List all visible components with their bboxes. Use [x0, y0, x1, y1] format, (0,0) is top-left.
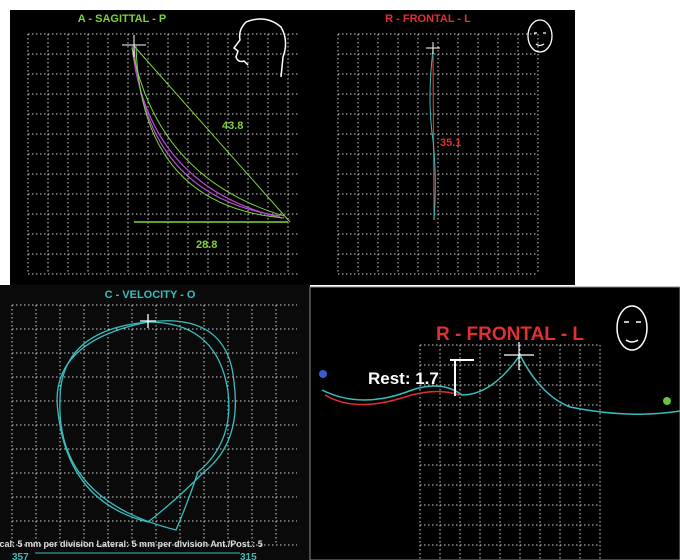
top-background [10, 10, 575, 285]
sagittal-traces [122, 35, 291, 223]
face-icon [616, 305, 648, 351]
value-label: 357 [12, 552, 29, 560]
panel-title: A - SAGITTAL - P [78, 13, 166, 25]
sagittal-grid [27, 33, 298, 275]
frontal-grid [337, 33, 539, 275]
head-icon [232, 18, 287, 78]
measure-label: 35.1 [440, 137, 461, 149]
velocity-background [0, 285, 310, 560]
measure-label: 28.8 [196, 239, 217, 251]
value-label: 315 [240, 552, 257, 560]
panel-title: C - VELOCITY - O [105, 289, 196, 301]
panel-title: R - FRONTAL - L [385, 13, 471, 25]
frontal-zoom-background [309, 286, 680, 560]
scale-footer: Vertical: 5 mm per division Lateral: 5 m… [0, 539, 263, 549]
rest-label: Rest: 1.7 [368, 369, 439, 388]
velocity-traces [56, 314, 237, 531]
velocity-grid [11, 304, 297, 546]
frontal-zoom-traces [319, 342, 680, 415]
face-icon [527, 19, 553, 53]
panel-title: R - FRONTAL - L [436, 324, 584, 345]
measure-label: 43.8 [222, 120, 243, 132]
frontal-traces [426, 42, 440, 221]
